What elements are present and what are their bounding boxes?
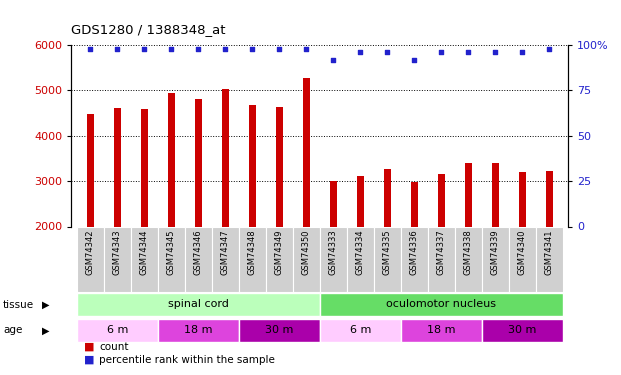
Bar [509, 226, 536, 292]
Text: 6 m: 6 m [350, 325, 371, 335]
Bar [158, 226, 185, 292]
Bar [168, 93, 175, 226]
Bar [77, 226, 104, 292]
Bar [546, 171, 553, 226]
Point [301, 46, 311, 52]
Point [220, 46, 230, 52]
Point [112, 46, 122, 52]
Text: GSM74341: GSM74341 [545, 229, 554, 274]
Bar [222, 90, 229, 226]
Point [517, 49, 527, 55]
Bar [519, 172, 526, 226]
Text: GSM74344: GSM74344 [140, 229, 149, 274]
Text: count: count [99, 342, 129, 352]
Bar [320, 226, 347, 292]
Bar [114, 108, 120, 226]
Point [409, 57, 419, 63]
Text: 18 m: 18 m [427, 325, 456, 335]
Text: age: age [3, 326, 22, 335]
Bar [131, 226, 158, 292]
Text: ▶: ▶ [42, 326, 50, 335]
Text: 6 m: 6 m [107, 325, 128, 335]
Text: 30 m: 30 m [265, 325, 294, 335]
Bar [455, 226, 482, 292]
Text: GSM74345: GSM74345 [167, 229, 176, 274]
Text: GSM74334: GSM74334 [356, 229, 365, 275]
Text: ▶: ▶ [42, 300, 50, 310]
Text: GSM74335: GSM74335 [383, 229, 392, 275]
Text: oculomotor nucleus: oculomotor nucleus [386, 299, 496, 309]
Bar [239, 319, 320, 342]
Bar [465, 164, 472, 226]
Bar [77, 293, 320, 316]
Bar [401, 319, 482, 342]
Text: GSM74337: GSM74337 [437, 229, 446, 275]
Text: ■: ■ [84, 342, 94, 352]
Point [383, 49, 392, 55]
Bar [249, 105, 256, 226]
Text: GSM74349: GSM74349 [275, 229, 284, 274]
Point [491, 49, 501, 55]
Point [274, 46, 284, 52]
Text: ■: ■ [84, 355, 94, 365]
Bar [536, 226, 563, 292]
Point [545, 46, 555, 52]
Point [247, 46, 257, 52]
Text: 30 m: 30 m [508, 325, 537, 335]
Text: GSM74339: GSM74339 [491, 229, 500, 275]
Bar [320, 293, 563, 316]
Bar [158, 319, 239, 342]
Text: GSM74348: GSM74348 [248, 229, 257, 275]
Bar [185, 226, 212, 292]
Text: GSM74343: GSM74343 [113, 229, 122, 275]
Text: GSM74347: GSM74347 [221, 229, 230, 275]
Bar [492, 164, 499, 226]
Bar [482, 319, 563, 342]
Text: GSM74346: GSM74346 [194, 229, 203, 275]
Bar [401, 226, 428, 292]
Bar [357, 176, 364, 226]
Text: GSM74340: GSM74340 [518, 229, 527, 274]
Bar [320, 319, 401, 342]
Bar [303, 78, 310, 226]
Point [139, 46, 149, 52]
Bar [87, 114, 94, 226]
Point [193, 46, 203, 52]
Bar [141, 110, 148, 226]
Text: GSM74338: GSM74338 [464, 229, 473, 275]
Text: GSM74350: GSM74350 [302, 229, 311, 274]
Bar [428, 226, 455, 292]
Bar [347, 226, 374, 292]
Bar [374, 226, 401, 292]
Bar [482, 226, 509, 292]
Point [463, 49, 473, 55]
Text: percentile rank within the sample: percentile rank within the sample [99, 355, 275, 365]
Point [166, 46, 176, 52]
Text: GDS1280 / 1388348_at: GDS1280 / 1388348_at [71, 22, 226, 36]
Text: spinal cord: spinal cord [168, 299, 229, 309]
Bar [330, 181, 337, 226]
Text: GSM74342: GSM74342 [86, 229, 95, 274]
Text: 18 m: 18 m [184, 325, 212, 335]
Bar [212, 226, 239, 292]
Bar [384, 170, 391, 226]
Text: tissue: tissue [3, 300, 34, 310]
Bar [77, 319, 158, 342]
Text: GSM74333: GSM74333 [329, 229, 338, 275]
Bar [104, 226, 131, 292]
Point [355, 49, 365, 55]
Point [85, 46, 95, 52]
Bar [266, 226, 293, 292]
Point [329, 57, 338, 63]
Point [437, 49, 446, 55]
Bar [438, 174, 445, 226]
Bar [293, 226, 320, 292]
Text: GSM74336: GSM74336 [410, 229, 419, 275]
Bar [276, 107, 283, 226]
Bar [411, 183, 418, 226]
Bar [239, 226, 266, 292]
Bar [195, 99, 202, 226]
